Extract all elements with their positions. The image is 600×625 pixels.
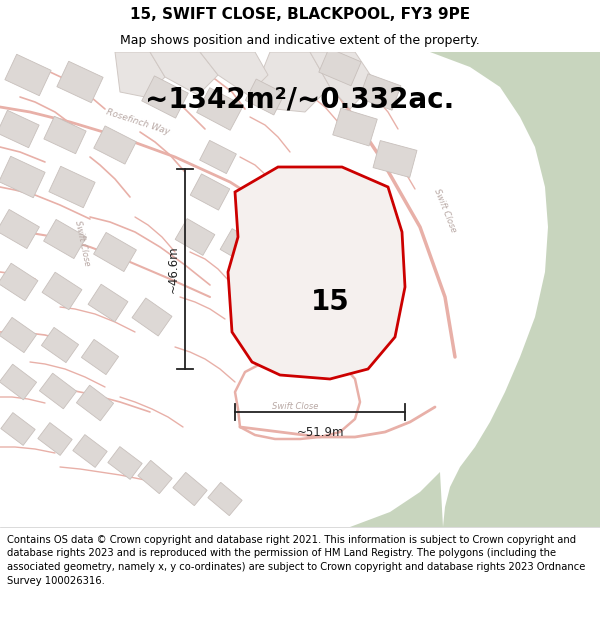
Text: ~46.6m: ~46.6m	[167, 245, 180, 292]
Polygon shape	[42, 272, 82, 310]
Polygon shape	[175, 219, 215, 256]
Polygon shape	[245, 79, 285, 115]
Polygon shape	[258, 52, 330, 112]
Polygon shape	[0, 318, 37, 352]
Polygon shape	[94, 232, 136, 272]
Polygon shape	[319, 48, 361, 86]
Text: Contains OS data © Crown copyright and database right 2021. This information is : Contains OS data © Crown copyright and d…	[7, 535, 586, 586]
Text: ~1342m²/~0.332ac.: ~1342m²/~0.332ac.	[145, 85, 455, 113]
Polygon shape	[350, 472, 443, 527]
Polygon shape	[82, 339, 119, 374]
Polygon shape	[277, 314, 319, 349]
Polygon shape	[430, 52, 600, 527]
Polygon shape	[228, 167, 405, 379]
Text: Map shows position and indicative extent of the property.: Map shows position and indicative extent…	[120, 34, 480, 47]
Polygon shape	[57, 61, 103, 102]
Polygon shape	[0, 209, 40, 249]
Polygon shape	[138, 461, 172, 494]
Polygon shape	[220, 229, 260, 266]
Polygon shape	[44, 219, 86, 259]
Polygon shape	[40, 373, 77, 409]
Text: Swift Close: Swift Close	[432, 188, 458, 234]
Polygon shape	[208, 482, 242, 516]
Polygon shape	[94, 126, 136, 164]
Polygon shape	[1, 412, 35, 446]
Text: 15: 15	[311, 288, 349, 316]
Polygon shape	[44, 116, 86, 154]
Polygon shape	[38, 422, 72, 456]
Polygon shape	[308, 264, 352, 301]
Polygon shape	[359, 74, 401, 110]
Polygon shape	[41, 328, 79, 362]
Polygon shape	[88, 284, 128, 322]
Polygon shape	[0, 263, 38, 301]
Text: Swift Close: Swift Close	[73, 220, 91, 267]
Polygon shape	[190, 174, 230, 210]
Polygon shape	[108, 447, 142, 479]
Text: ~51.9m: ~51.9m	[296, 426, 344, 439]
Polygon shape	[150, 52, 218, 95]
Text: Swift Close: Swift Close	[272, 402, 318, 411]
Polygon shape	[310, 52, 375, 109]
Polygon shape	[200, 52, 268, 95]
Polygon shape	[333, 108, 377, 146]
Text: 15, SWIFT CLOSE, BLACKPOOL, FY3 9PE: 15, SWIFT CLOSE, BLACKPOOL, FY3 9PE	[130, 6, 470, 21]
Polygon shape	[49, 166, 95, 208]
Polygon shape	[0, 364, 37, 400]
Polygon shape	[5, 54, 51, 96]
Polygon shape	[0, 110, 39, 148]
Polygon shape	[0, 156, 45, 198]
Text: Rosefinch Way: Rosefinch Way	[105, 107, 171, 136]
Polygon shape	[115, 52, 165, 97]
Polygon shape	[73, 434, 107, 468]
Polygon shape	[76, 385, 113, 421]
Polygon shape	[132, 298, 172, 336]
Polygon shape	[197, 88, 244, 130]
Polygon shape	[200, 141, 236, 174]
Polygon shape	[142, 76, 188, 118]
Polygon shape	[352, 301, 392, 334]
Polygon shape	[373, 141, 417, 177]
Polygon shape	[173, 472, 207, 506]
